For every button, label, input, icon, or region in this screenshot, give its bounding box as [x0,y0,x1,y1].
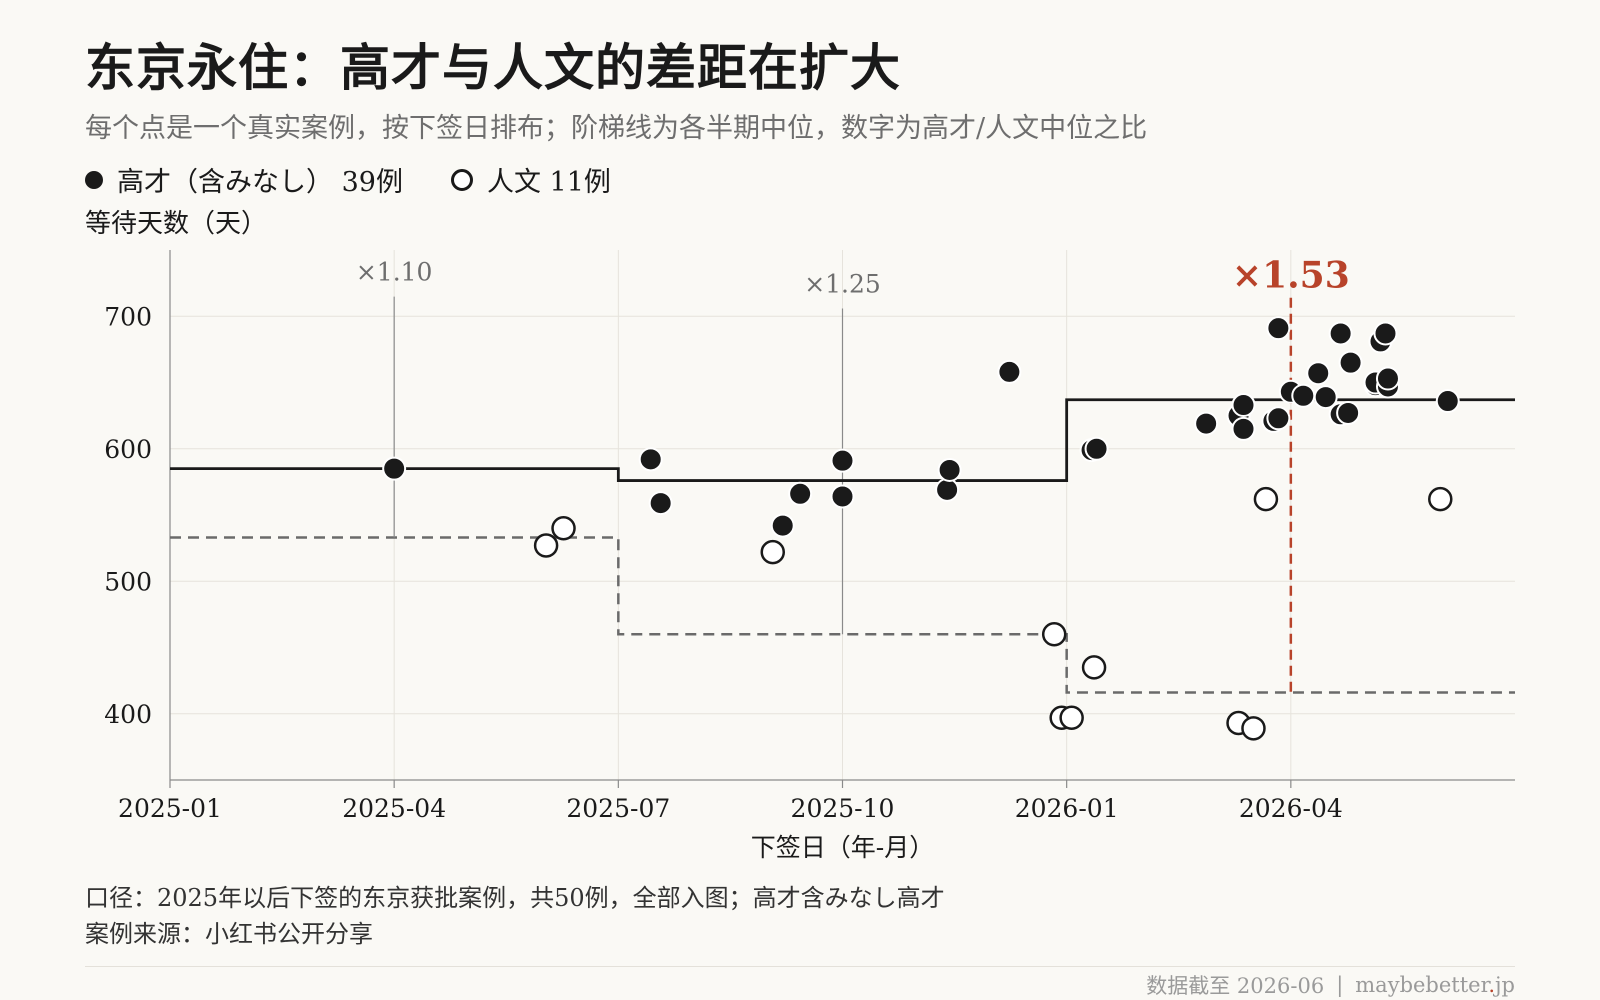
y-tick-label: 700 [104,302,152,331]
gaocai-point [1313,385,1338,410]
ratio-label: ×1.10 [356,258,433,287]
renwen-point [1428,486,1453,512]
site-name: maybebetter [1355,973,1489,997]
gaocai-median-step-line [170,398,1515,482]
legend-label-renwen: 人文 11例 [486,167,611,198]
gaocai-point [382,456,407,481]
scope-note: 口径：2025年以后下签的东京获批案例，共50例，全部入图；高才含みなし高才 [85,884,945,912]
site-link[interactable]: maybebetter.jp [1355,973,1515,997]
chart-title: 东京永住：高才与人文的差距在扩大 [85,38,901,97]
site-tld: jp [1495,973,1515,997]
y-axis-label: 等待天数（天） [85,209,268,239]
gaocai-point [997,359,1022,384]
x-tick-label: 2025-10 [791,794,895,823]
gaocai-point [770,513,795,538]
gaocai-point [1266,316,1291,341]
gaocai-point [1435,389,1460,414]
gaocai-point [1328,321,1353,346]
x-tick-label: 2025-07 [566,794,670,823]
ratio-label: ×1.53 [1232,255,1350,297]
y-tick-label: 600 [104,435,152,464]
gaocai-point [1375,366,1400,391]
gaocai-point [830,448,855,473]
x-tick-label: 2026-04 [1239,794,1343,823]
legend-item-gaocai: 高才（含みなし） 39例 [85,160,403,199]
footer-divider [85,966,1515,967]
gaocai-point [638,447,663,472]
gaocai-point [1336,400,1361,425]
gaocai-point [1231,393,1256,418]
legend-item-renwen: 人文 11例 [450,160,611,199]
gaocai-point [1084,436,1109,461]
filled-circle-icon [85,170,103,189]
gaocai-point [1266,406,1291,431]
renwen-point [1253,486,1279,512]
x-tick-label: 2026-01 [1015,794,1119,823]
y-tick-label: 400 [104,700,152,729]
renwen-median-step-line [170,536,1515,694]
gaocai-point [830,484,855,509]
gaocai-point [935,477,960,502]
legend-label-gaocai: 高才（含みなし） 39例 [117,167,403,198]
gaocai-point [1306,361,1331,386]
source-note: 案例来源：小红书公开分享 [85,920,373,948]
gaocai-point [1194,411,1219,436]
footer-separator: | [1336,973,1344,997]
x-tick-label: 2025-04 [342,794,446,823]
renwen-point [760,539,786,565]
legend: 高才（含みなし） 39例 人文 11例 [85,160,659,199]
y-tick-label: 500 [104,567,152,596]
renwen-point [533,533,559,558]
data-asof-text: 数据截至 2026-06 [1146,974,1325,998]
ratio-label: ×1.25 [804,270,881,299]
renwen-point [1059,705,1084,730]
gaocai-point [1338,350,1363,375]
gaocai-point [1291,383,1316,408]
x-tick-label: 2025-01 [118,794,222,823]
gaocai-point [788,481,813,506]
chart-subtitle: 每个点是一个真实案例，按下签日排布；阶梯线为各半期中位，数字为高才/人文中位之比 [85,113,1148,144]
gaocai-point [937,457,962,482]
renwen-point [1041,622,1067,647]
renwen-point [1241,716,1266,741]
renwen-point [551,516,576,541]
gaocai-point [1373,321,1398,346]
gaocai-point [1231,416,1256,441]
hollow-circle-icon [450,168,473,191]
x-axis-label: 下签日（年-月） [751,833,934,862]
site-dot: . [1488,973,1496,997]
renwen-point [1081,655,1107,680]
gaocai-point [648,491,673,516]
footer: 数据截至 2026-06 | maybebetter.jp [1146,970,1515,1000]
